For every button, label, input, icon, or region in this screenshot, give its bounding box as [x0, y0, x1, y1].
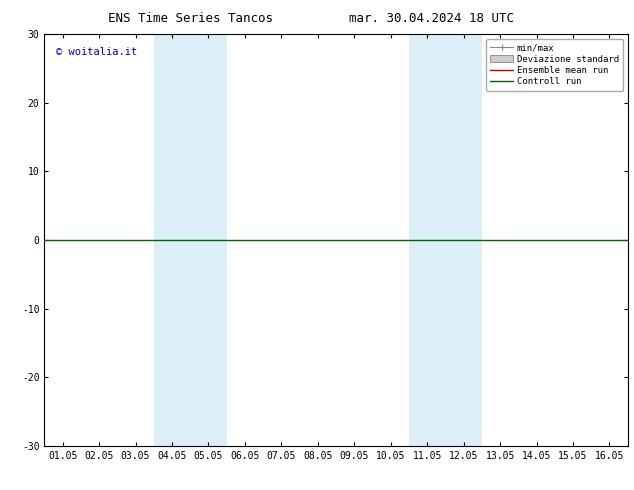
Bar	[409, 34, 482, 446]
Text: ENS Time Series Tancos: ENS Time Series Tancos	[108, 12, 273, 25]
Text: mar. 30.04.2024 18 UTC: mar. 30.04.2024 18 UTC	[349, 12, 514, 25]
Bar	[153, 34, 227, 446]
Legend: min/max, Deviazione standard, Ensemble mean run, Controll run: min/max, Deviazione standard, Ensemble m…	[486, 39, 623, 91]
Text: © woitalia.it: © woitalia.it	[56, 47, 138, 57]
